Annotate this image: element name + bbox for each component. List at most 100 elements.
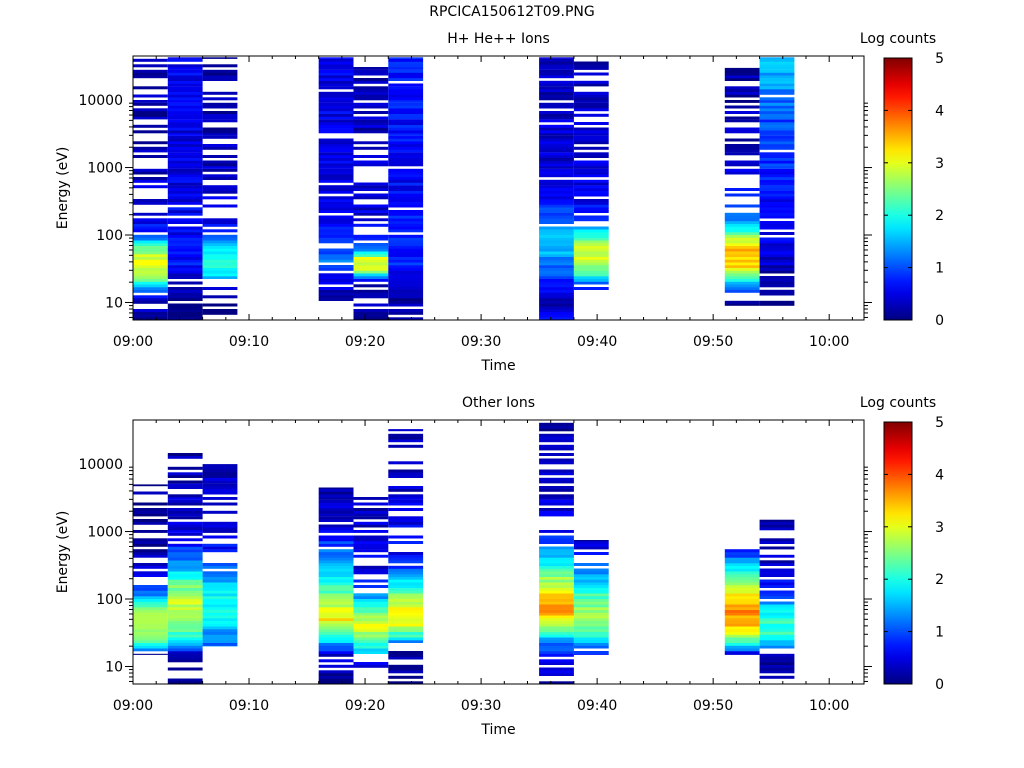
spectrogram-cell [388,439,424,443]
spectrogram-cell [388,229,424,233]
spectrogram-cell [167,67,203,70]
spectrogram-cell [167,270,203,274]
spectrogram-cell [353,645,389,649]
colorbar-tick-label: 3 [935,520,944,536]
spectrogram-cell [759,579,795,583]
spectrogram-cell [167,78,203,81]
spectrogram-cell [573,601,609,605]
spectrogram-cell [388,130,424,134]
spectrogram-cell [539,182,574,186]
spectrogram-cell [388,190,424,194]
spectrogram-cell [353,609,389,613]
spectrogram-cell [759,265,795,268]
spectrogram-cell [573,637,609,641]
spectrogram-cell [353,637,389,641]
colorbar-tick-label: 2 [935,208,944,224]
spectrogram-cell [202,587,238,591]
spectrogram-cell [573,234,609,238]
spectrogram-cell [318,248,354,252]
spectrogram-cell [388,262,424,266]
spectrogram-cell [573,232,609,235]
spectrogram-cell [573,100,609,103]
spectrogram-cell [388,519,424,522]
spectrogram-cell [353,497,389,500]
spectrogram-cell [539,439,574,443]
spectrogram-cell [539,160,574,164]
spectrogram-cell [353,642,389,646]
spectrogram-cell [759,188,795,191]
spectrogram-cell [318,681,354,685]
spectrogram-cell [724,607,760,610]
spectrogram-cell [318,80,354,84]
spectrogram-cell [388,179,424,183]
spectrogram-cell [202,590,238,594]
spectrogram-cell [167,111,203,114]
spectrogram-cell [573,193,609,197]
spectrogram-cell [539,444,574,448]
spectrogram-cell [724,568,760,572]
spectrogram-cell [573,122,609,125]
spectrogram-cell [573,207,609,211]
spectrogram-cell [133,265,168,268]
spectrogram-cell [724,651,760,654]
spectrogram-cell [133,254,168,257]
spectrogram-cell [724,593,760,597]
spectrogram-cell [133,100,168,103]
spectrogram-cell [353,237,389,241]
spectrogram-cell [202,491,238,495]
spectrogram-cell [133,618,168,621]
spectrogram-cell [539,207,574,211]
spectrogram-cells [133,57,795,321]
spectrogram-cell [388,637,424,641]
spectrogram-cell [133,226,168,230]
spectrogram-cell [388,248,424,252]
y-tick-label: 10 [105,295,123,311]
spectrogram-cell [759,546,795,550]
spectrogram-cell [724,168,760,172]
spectrogram-cell [539,196,574,200]
spectrogram-cell [539,212,574,216]
spectrogram-cell [133,259,168,263]
spectrogram-cell [759,267,795,271]
spectrogram-cell [202,469,238,473]
spectrogram-cell [353,596,389,599]
spectrogram-cell [353,521,389,525]
spectrogram-cell [318,298,354,301]
spectrogram-cell [167,201,203,205]
spectrogram-cell [318,670,354,674]
spectrogram-cell [759,135,795,139]
spectrogram-cell [318,499,354,503]
spectrogram-cell [133,273,168,277]
spectrogram-cell [724,245,760,249]
spectrogram-cell [202,196,238,200]
spectrogram-cell [167,582,203,586]
spectrogram-cell [573,168,609,172]
spectrogram-cell [167,453,203,456]
spectrogram-cell [167,210,203,213]
spectrogram-cell [167,155,203,158]
spectrogram-cell [353,251,389,255]
spectrogram-cell [539,574,574,577]
spectrogram-cell [724,623,760,627]
spectrogram-cell [353,615,389,619]
y-tick-label: 10 [105,659,123,675]
spectrogram-cell [167,127,203,131]
spectrogram-cell [318,155,354,158]
spectrogram-cell [388,615,424,619]
spectrogram-cell [167,475,203,478]
spectrogram-cell [353,127,389,131]
spectrogram-cell [759,133,795,136]
spectrogram-cell [318,634,354,638]
x-tick-label: 09:00 [113,698,153,714]
spectrogram-cell [759,207,795,211]
spectrogram-cell [202,97,238,101]
spectrogram-cell [318,171,354,175]
spectrogram-cell [167,626,203,630]
spectrogram-cell [318,598,354,602]
spectrogram-cell [167,634,203,638]
spectrogram-cell [724,146,760,150]
spectrogram-cell [759,623,795,627]
spectrogram-cell [353,620,389,624]
spectrogram-cell [724,223,760,227]
spectrogram-cell [573,67,609,70]
